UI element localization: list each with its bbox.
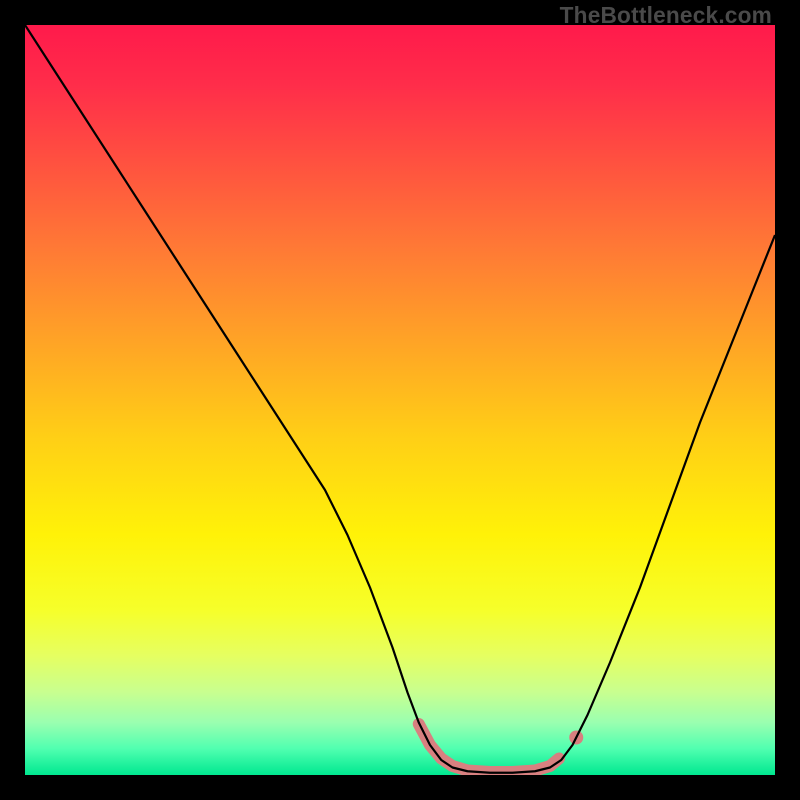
plot-area xyxy=(25,25,775,775)
watermark-text: TheBottleneck.com xyxy=(560,2,772,29)
bottleneck-curve xyxy=(25,25,775,773)
chart-frame: TheBottleneck.com xyxy=(0,0,800,800)
curve-layer xyxy=(25,25,775,775)
valley-highlight xyxy=(419,724,559,772)
